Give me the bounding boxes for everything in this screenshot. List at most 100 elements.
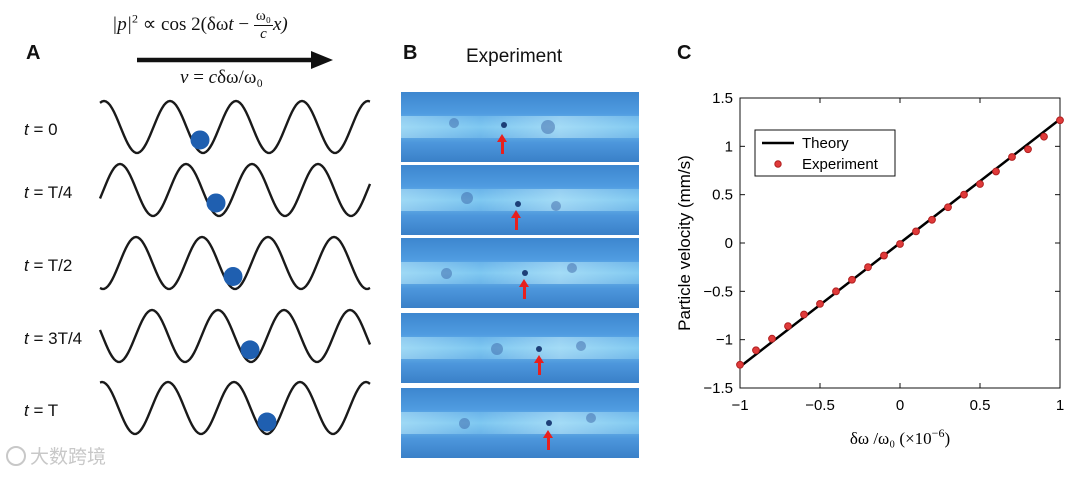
experiment-title: Experiment xyxy=(466,46,563,67)
y-tick-label: −0.5 xyxy=(703,283,733,300)
experiment-point xyxy=(1008,153,1016,161)
x-tick-label: 0.5 xyxy=(970,397,991,414)
time-label-3: t = 3T/4 xyxy=(24,329,82,349)
time-label-4: t = T xyxy=(24,401,58,421)
x-axis-label-main: δω /ω₀ (×10 xyxy=(850,429,932,448)
wave-2 xyxy=(99,235,371,291)
frame-spot xyxy=(461,192,473,204)
y-tick-label: −1.5 xyxy=(703,380,733,397)
watermark-text: 大数跨境 xyxy=(30,447,107,468)
experiment-point xyxy=(960,190,968,199)
experiment-point xyxy=(864,263,872,272)
y-axis-label: Particle velocity (mm/s) xyxy=(675,155,694,331)
experiment-frame-4 xyxy=(401,313,639,383)
experiment-point xyxy=(944,203,952,212)
velocity-equation: v = cδω/ω₀ xyxy=(180,67,263,89)
frame-spot xyxy=(576,341,586,351)
legend-experiment-label: Experiment xyxy=(802,156,879,173)
frame-band xyxy=(401,262,639,284)
watermark-logo-icon xyxy=(6,446,26,466)
frame-band xyxy=(401,189,639,211)
wave-0 xyxy=(99,99,371,155)
y-tick-label: 0.5 xyxy=(712,187,733,204)
panel-b-letter: B xyxy=(403,42,418,64)
particle-0 xyxy=(190,130,210,150)
frame-spot xyxy=(491,343,503,355)
frame-band xyxy=(401,116,639,138)
eq-frac-num: ω₀ xyxy=(253,8,273,26)
experiment-point xyxy=(880,251,888,260)
wave-4 xyxy=(99,380,371,436)
eq-x: x) xyxy=(273,13,288,35)
experiment-frame-2 xyxy=(401,165,639,235)
experiment-point xyxy=(736,360,744,369)
tracked-particle xyxy=(546,420,552,426)
frame-band xyxy=(401,337,639,359)
eq-sup: 2 xyxy=(131,11,138,26)
x-axis-label-exp: −6 xyxy=(932,426,945,440)
velocity-chart: −1 −0.5 0 0.5 1−1.5−1−0.500.511.5 Theory Exp… xyxy=(675,90,1064,448)
frame-spot xyxy=(567,263,577,273)
experiment-frame-3 xyxy=(401,238,639,308)
y-tick-label: 0 xyxy=(725,235,733,252)
experiment-points xyxy=(736,116,1064,369)
eq-frac-den: c xyxy=(260,26,267,42)
experiment-point xyxy=(768,334,776,343)
experiment-point xyxy=(896,240,904,248)
legend-theory-label: Theory xyxy=(802,135,849,152)
x-axis-label: δω /ω₀ (×10−6) xyxy=(850,426,950,448)
experiment-frame-5 xyxy=(401,388,639,458)
time-label-0-t: t xyxy=(24,120,29,139)
experiment-point xyxy=(912,227,920,236)
experiment-point xyxy=(752,346,760,355)
time-label-3-rest: = 3T/4 xyxy=(28,329,83,348)
tracked-particle xyxy=(522,270,528,276)
tracked-particle xyxy=(515,201,521,207)
time-label-0: t = 0 xyxy=(24,120,58,140)
watermark: 大数跨境 xyxy=(6,442,106,469)
x-axis-label-close: ) xyxy=(944,429,950,448)
experiment-frame-1 xyxy=(401,92,639,162)
x-tick-label: −0.5 xyxy=(805,397,835,414)
experiment-point xyxy=(800,310,808,319)
frame-spot xyxy=(586,413,596,423)
tracked-particle xyxy=(536,346,542,352)
time-label-1: t = T/4 xyxy=(24,183,72,203)
axis-ticks: −1 −0.5 0 0.5 1−1.5−1−0.500.511.5 xyxy=(703,90,1064,414)
time-label-2: t = T/2 xyxy=(24,256,72,276)
time-label-4-rest: = T xyxy=(28,401,59,420)
experiment-point xyxy=(976,180,984,188)
time-label-2-rest: = T/2 xyxy=(28,256,73,275)
x-tick-label: −1 xyxy=(731,397,748,414)
particle-arrow xyxy=(543,430,553,450)
legend: Theory Experiment xyxy=(754,129,896,177)
frame-band xyxy=(401,412,639,434)
particle-4 xyxy=(257,412,277,432)
intensity-equation: |p|2 ∝ cos 2(δωt − ω₀ c x) xyxy=(112,8,288,43)
frame-spot xyxy=(441,268,452,279)
wave-1 xyxy=(98,162,372,218)
particle-3 xyxy=(240,340,260,360)
experiment-point xyxy=(1040,132,1048,141)
time-label-3-t: t xyxy=(24,329,29,348)
time-label-2-t: t xyxy=(24,256,29,275)
particle-arrow xyxy=(534,355,544,375)
wave-3 xyxy=(98,308,372,364)
experiment-point xyxy=(784,322,792,331)
panel-c-letter: C xyxy=(677,42,692,64)
time-label-4-t: t xyxy=(24,401,29,420)
vel-eq: = xyxy=(188,67,209,88)
experiment-point xyxy=(1024,145,1032,154)
experiment-point xyxy=(816,300,824,308)
frame-spot xyxy=(551,201,561,211)
tracked-particle xyxy=(501,122,507,128)
y-tick-label: −1 xyxy=(716,332,733,349)
y-tick-label: 1 xyxy=(725,138,733,155)
x-tick-label: 0 xyxy=(896,397,904,414)
time-label-1-t: t xyxy=(24,183,29,202)
x-tick-label: 1 xyxy=(1056,397,1064,414)
vel-v: v xyxy=(180,67,189,88)
experiment-point xyxy=(1056,116,1064,125)
particle-2 xyxy=(223,267,243,287)
particle-arrow xyxy=(519,279,529,299)
